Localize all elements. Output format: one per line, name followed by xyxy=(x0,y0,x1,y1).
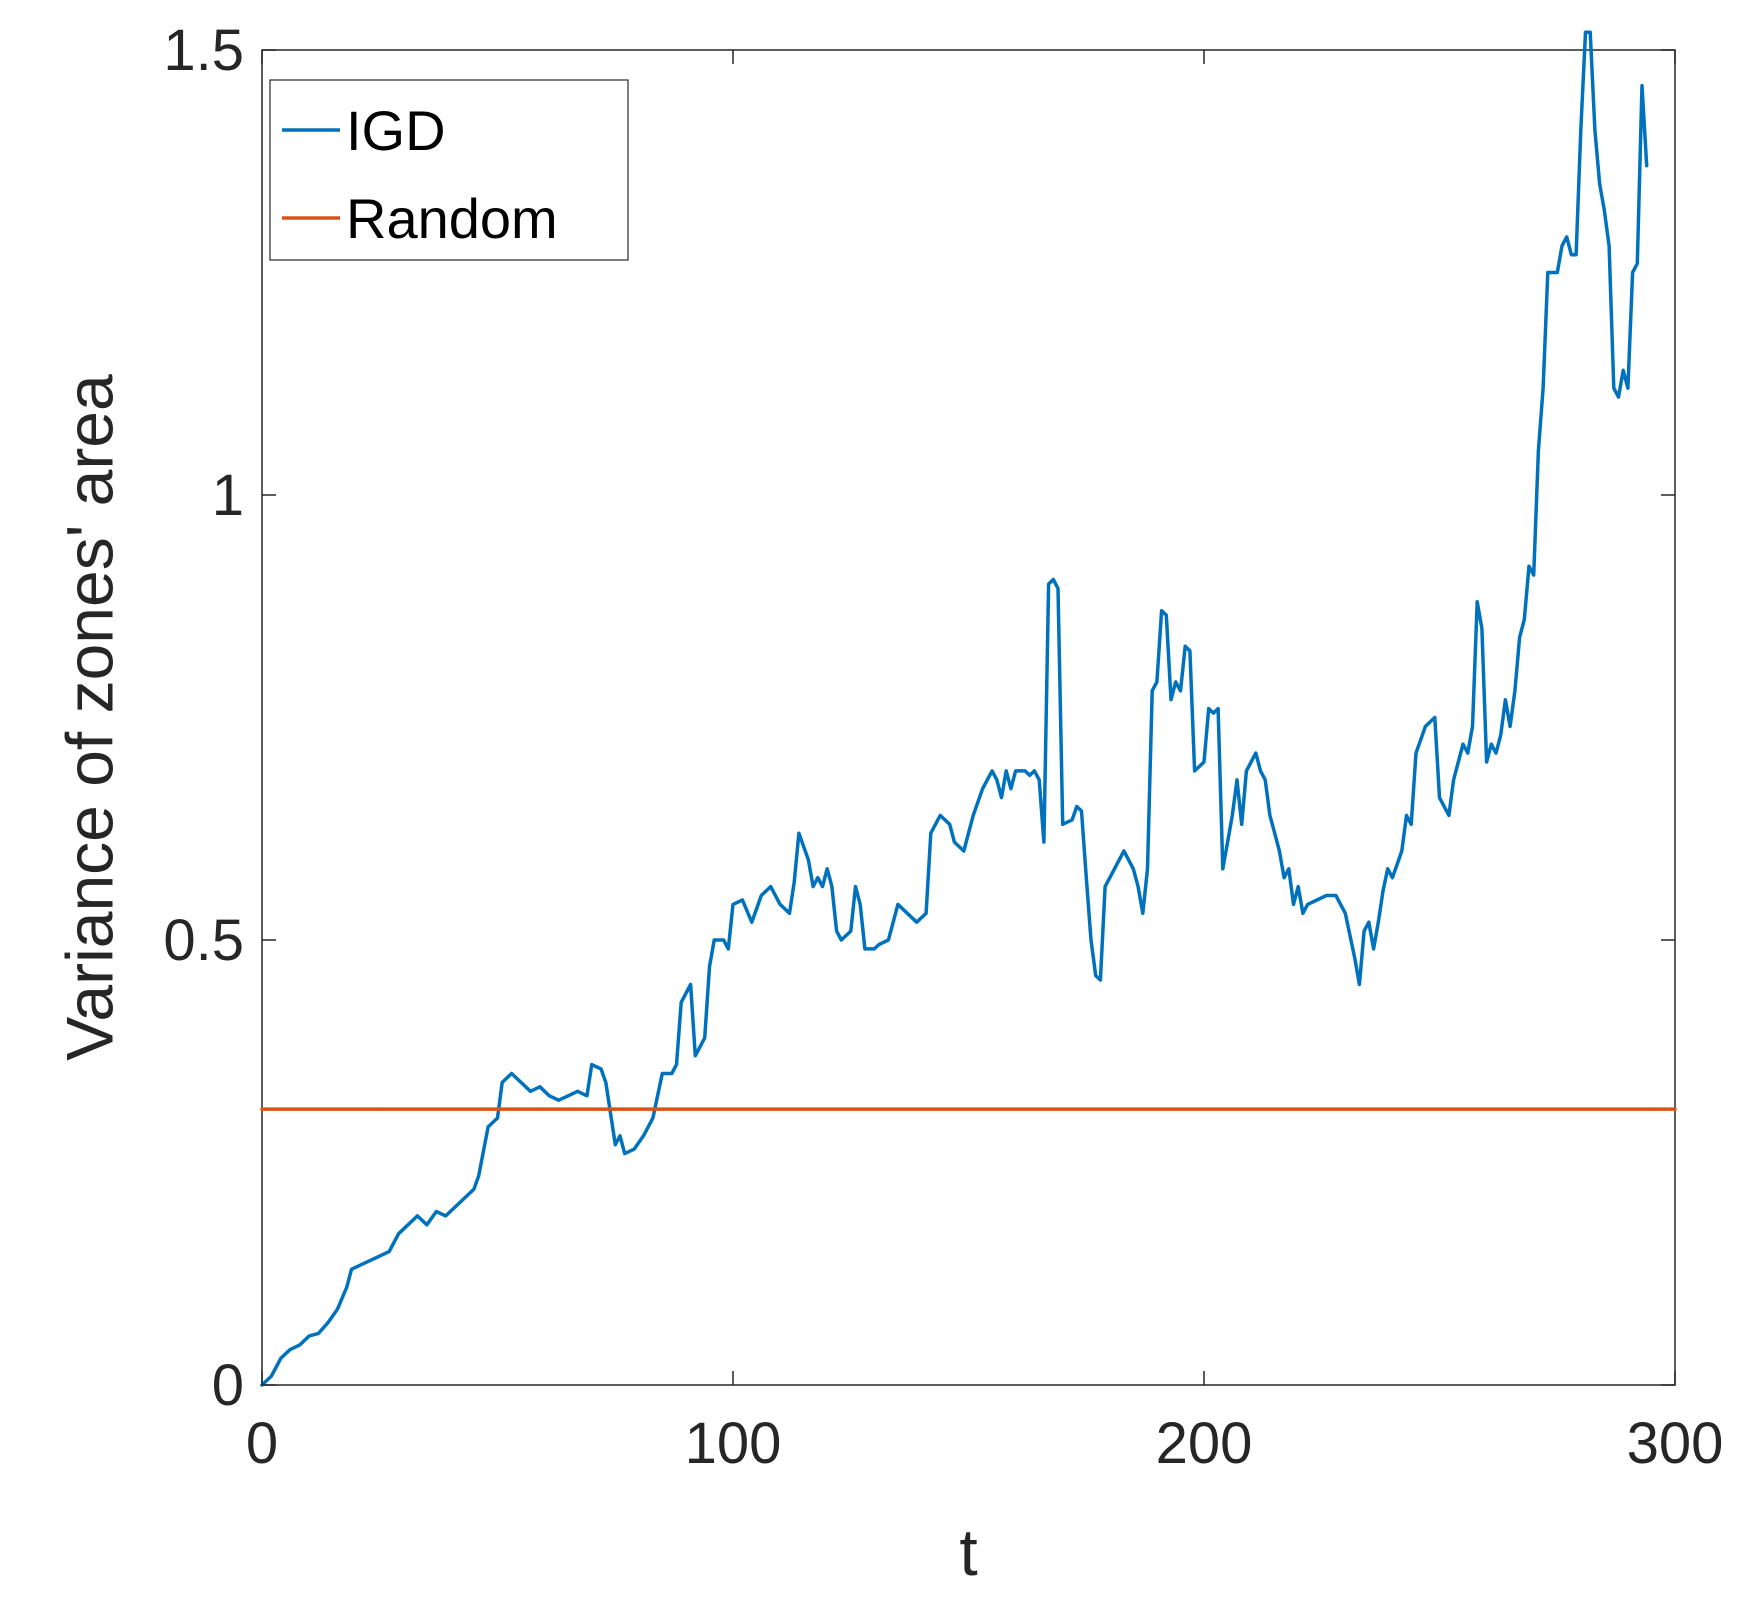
y-tick-label: 1 xyxy=(212,463,244,528)
x-axis-label: t xyxy=(959,1515,977,1589)
axes-box xyxy=(261,49,1676,1386)
plot-area xyxy=(260,30,1677,1387)
x-tick-label: 0 xyxy=(246,1411,278,1476)
y-tick-label: 0 xyxy=(212,1353,244,1418)
y-tick-label: 0.5 xyxy=(163,908,244,973)
ticks-layer xyxy=(261,49,1676,1386)
x-tick-label: 200 xyxy=(1156,1411,1253,1476)
legend-box xyxy=(269,79,629,261)
x-tick-label: 100 xyxy=(685,1411,782,1476)
series-line-igd xyxy=(260,30,1649,1387)
x-tick-label: 300 xyxy=(1627,1411,1724,1476)
series-layer xyxy=(260,30,1677,1387)
legend-label-random: Random xyxy=(346,187,558,250)
labels-layer: t Variance of zones' area 0 100 200 300 0 0.5… xyxy=(52,18,1723,1589)
y-axis-label: Variance of zones' area xyxy=(52,374,126,1061)
legend-label-igd: IGD xyxy=(346,99,446,162)
legend: IGD Random xyxy=(269,79,629,261)
y-tick-label: 1.5 xyxy=(163,18,244,83)
